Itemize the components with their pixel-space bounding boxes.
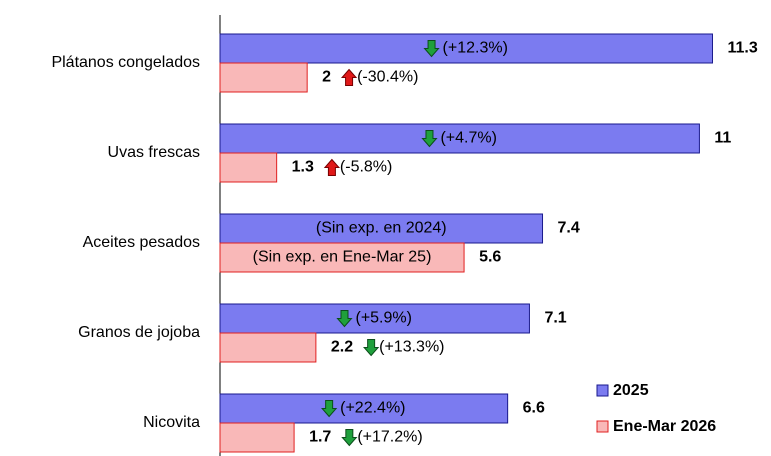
note: (+12.3%): [443, 40, 508, 57]
value-label: 6.6: [523, 400, 545, 417]
bar: [219, 242, 465, 273]
value-label: 2.2: [331, 339, 353, 356]
bar: [219, 152, 278, 183]
legend-label: 2025: [613, 382, 649, 399]
arrow-up: [336, 310, 353, 328]
bar: [219, 123, 700, 154]
arrow-down: [323, 158, 341, 176]
arrow-up: [421, 130, 438, 148]
note: (+5.9%): [355, 310, 411, 327]
value-label: 2: [322, 69, 331, 86]
note: (+22.4%): [340, 400, 405, 417]
value-label: 7.1: [544, 310, 566, 327]
note: (-30.4%): [357, 69, 418, 86]
bar: [219, 213, 544, 244]
value-label: 7.4: [558, 220, 580, 237]
legend-label: Ene-Mar 2026: [613, 418, 716, 435]
category-label: Granos de jojoba: [78, 324, 200, 341]
note: (+17.2%): [357, 429, 422, 446]
value-label: 5.6: [479, 249, 501, 266]
arrow-down: [340, 68, 358, 86]
value-label: 1.3: [292, 159, 314, 176]
note: (+13.3%): [379, 339, 444, 356]
value-label: 11: [714, 130, 731, 147]
arrow-up: [321, 400, 338, 418]
bar: [219, 62, 308, 93]
bar: [219, 422, 295, 453]
category-label: Aceites pesados: [83, 234, 200, 251]
note: (Sin exp. en Ene-Mar 25): [253, 249, 432, 266]
note: (Sin exp. en 2024): [316, 220, 447, 237]
bar: [219, 303, 530, 334]
legend-swatch: [596, 420, 609, 433]
arrow-up: [341, 429, 358, 447]
legend-swatch: [596, 384, 609, 397]
bar: [219, 33, 713, 64]
note: (+4.7%): [440, 130, 496, 147]
category-label: Nicovita: [143, 414, 200, 431]
bar: [219, 332, 317, 363]
arrow-up: [423, 40, 440, 58]
category-label: Uvas frescas: [108, 144, 200, 161]
bar: [219, 393, 509, 424]
arrow-up: [363, 339, 380, 357]
note: (-5.8%): [340, 159, 392, 176]
category-label: Plátanos congelados: [51, 54, 200, 71]
value-label: 11.3: [727, 40, 757, 57]
value-label: 1.7: [309, 429, 331, 446]
